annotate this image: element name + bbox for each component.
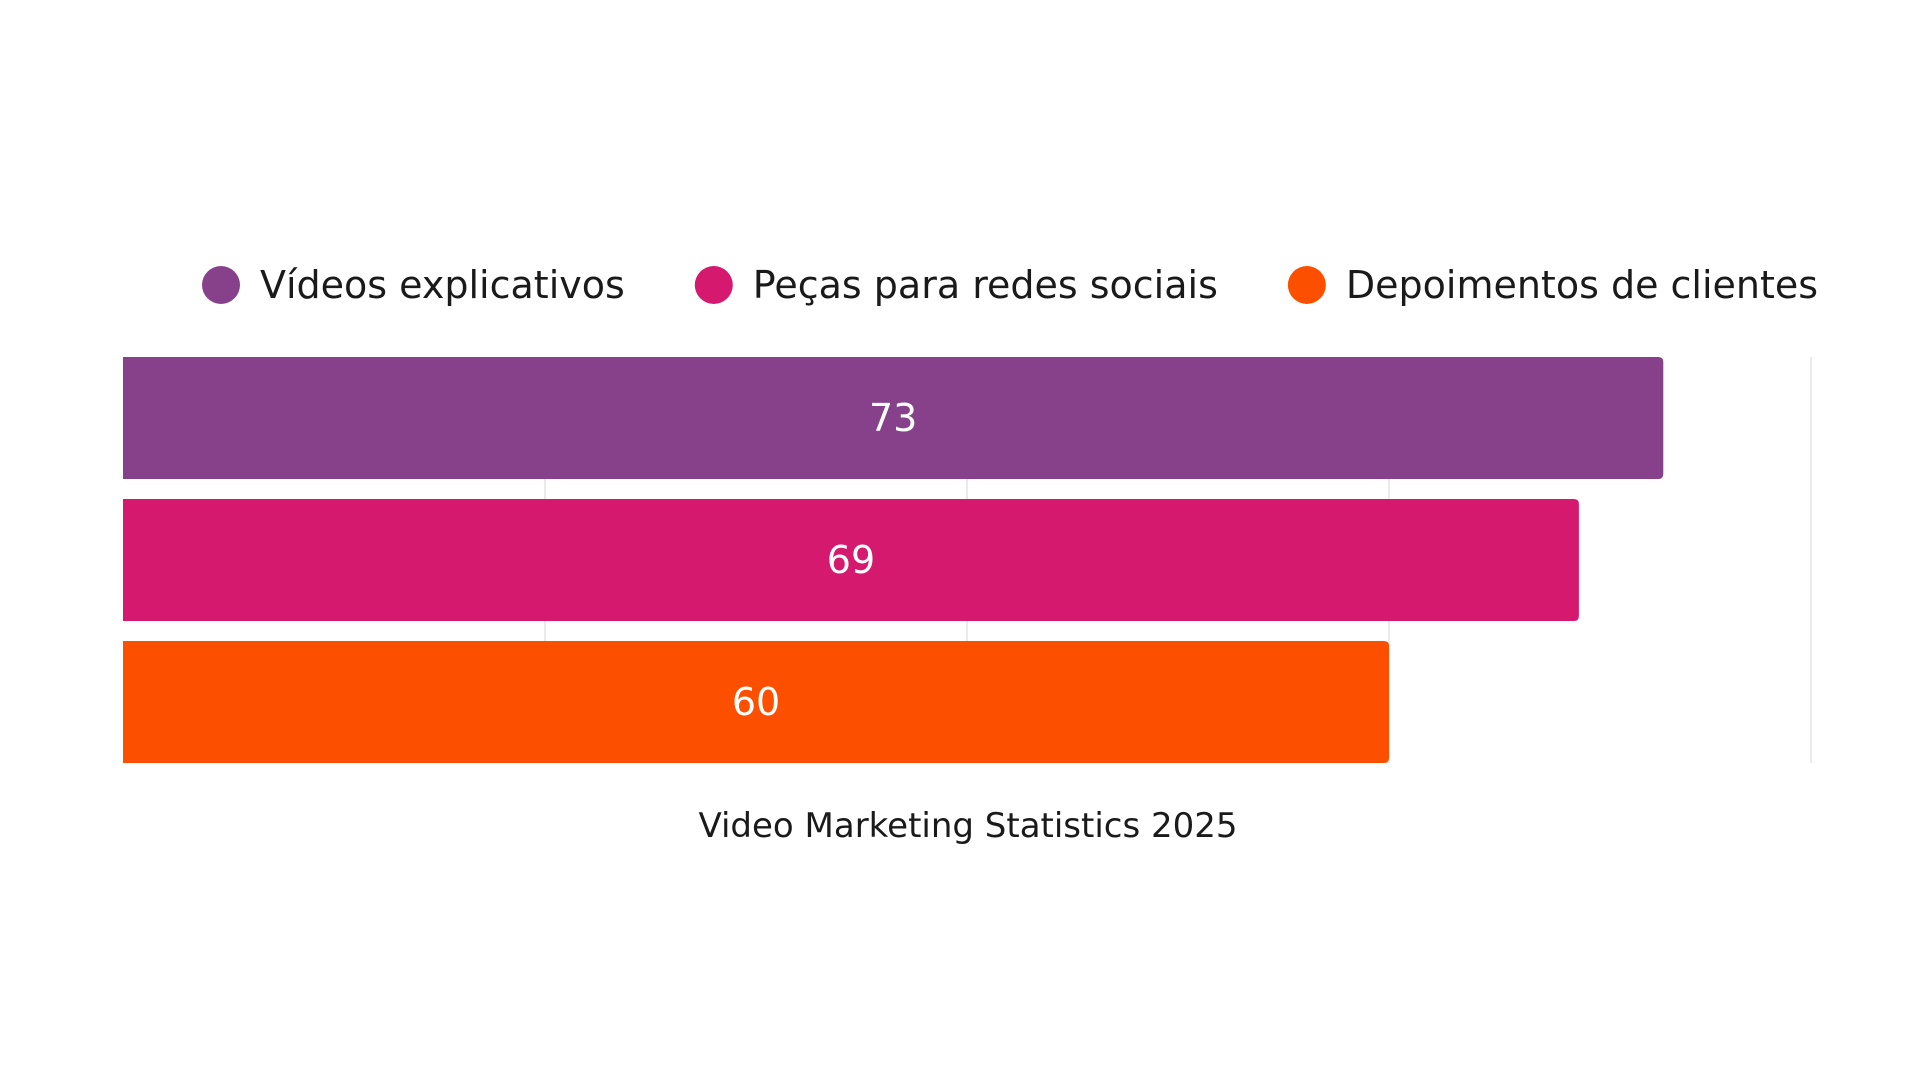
legend-label: Peças para redes sociais <box>753 263 1218 307</box>
legend-item: Depoimentos de clientes <box>1287 263 1818 307</box>
bar <box>123 357 1664 479</box>
legend-marker <box>694 266 733 304</box>
bar-value-label: 73 <box>869 396 917 440</box>
legend-label: Depoimentos de clientes <box>1346 263 1818 307</box>
legend-marker <box>1287 266 1326 304</box>
bar-value-label: 69 <box>827 538 875 582</box>
bar <box>123 641 1389 763</box>
legend-item: Peças para redes sociais <box>694 263 1218 307</box>
bar-value-label: 60 <box>732 680 780 724</box>
legend-item: Vídeos explicativos <box>202 263 625 307</box>
bar <box>123 499 1579 621</box>
legend-label: Vídeos explicativos <box>260 263 625 307</box>
legend-marker <box>202 266 240 304</box>
legend: Vídeos explicativos Peças para redes soci… <box>202 263 1818 307</box>
bars: 73 69 60 <box>123 357 1664 763</box>
x-axis-title: Video Marketing Statistics 2025 <box>698 806 1237 846</box>
